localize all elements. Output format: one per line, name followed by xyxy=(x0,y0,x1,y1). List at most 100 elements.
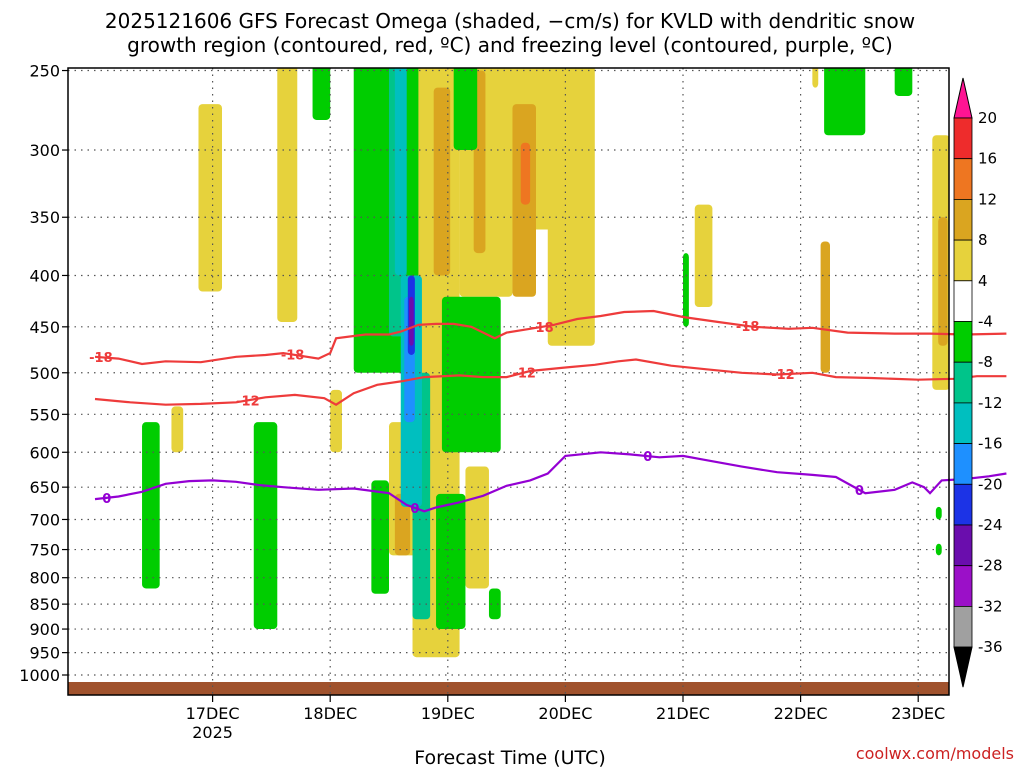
colorbar-label--36: -36 xyxy=(978,638,1003,656)
colorbar-bin xyxy=(953,402,973,444)
y-tick-label-550: 550 xyxy=(29,405,60,424)
omega-region xyxy=(253,422,278,630)
colorbar-label--28: -28 xyxy=(978,557,1003,575)
omega-shading xyxy=(142,68,949,658)
colorbar-bottom-arrow xyxy=(953,646,973,688)
colorbar-legend: 20 16 12 8 4 -4 -8 -12 -16 -20 -24 -28 -32 -36 xyxy=(953,77,1003,688)
omega-region xyxy=(520,142,531,205)
omega-region xyxy=(488,588,501,620)
omega-region xyxy=(277,68,298,322)
plot-frame xyxy=(67,67,950,696)
ground-strip xyxy=(68,682,949,695)
contour-label-0: 0 xyxy=(855,484,864,499)
colorbar-label-4: 4 xyxy=(978,272,988,290)
contour-label--18: -18 xyxy=(89,351,113,366)
x-tick-label-18DEC: 18DEC xyxy=(303,704,357,723)
omega-region xyxy=(694,204,713,308)
omega-region xyxy=(812,68,819,88)
y-tick-label-250: 250 xyxy=(29,62,60,81)
chart-title-line2: growth region (contoured, red, ºC) and f… xyxy=(127,33,893,57)
colorbar-bin xyxy=(953,239,973,282)
y-tick-label-650: 650 xyxy=(29,478,60,497)
omega-region xyxy=(547,68,595,346)
contour-line--12 xyxy=(94,358,1007,406)
y-tick-label-450: 450 xyxy=(29,318,60,337)
omega-region xyxy=(171,406,184,453)
colorbar-label-16: 16 xyxy=(978,150,997,168)
colorbar-label--20: -20 xyxy=(978,475,1003,493)
y-axis-pressure: 250 300 350 400 450 500 550 600 650 700 750 800 850 9… xyxy=(19,62,68,685)
y-tick-label-750: 750 xyxy=(29,541,60,560)
omega-region xyxy=(453,68,478,151)
omega-region xyxy=(824,68,866,136)
colorbar-label--24: -24 xyxy=(978,516,1003,534)
omega-region xyxy=(894,68,913,96)
contour-line-0 xyxy=(94,451,1007,513)
y-tick-label-850: 850 xyxy=(29,595,60,614)
omega-region xyxy=(408,296,414,346)
y-tick-label-800: 800 xyxy=(29,569,60,588)
colorbar-bin xyxy=(953,158,973,200)
x-axis-label: Forecast Time (UTC) xyxy=(414,747,605,768)
x-tick-sublabel-17DEC: 2025 xyxy=(192,723,233,742)
omega-region xyxy=(394,493,411,556)
colorbar-label-8: 8 xyxy=(978,231,988,249)
y-tick-label-400: 400 xyxy=(29,266,60,285)
colorbar-top-arrow xyxy=(953,77,973,119)
omega-region xyxy=(436,493,466,630)
omega-region xyxy=(935,543,942,556)
colorbar-bin xyxy=(953,565,973,607)
ground-layer xyxy=(68,682,949,695)
omega-region xyxy=(441,296,501,453)
colorbar-bin xyxy=(953,524,973,567)
colorbar-label--8: -8 xyxy=(978,353,993,371)
omega-region xyxy=(371,480,389,594)
colorbar-bin xyxy=(953,361,973,404)
credit-text: coolwx.com/models xyxy=(856,744,1014,763)
contour-label-0: 0 xyxy=(643,450,652,465)
grid-lines xyxy=(68,68,949,695)
colorbar-label-12: 12 xyxy=(978,190,997,208)
contour-label--18: -18 xyxy=(281,349,305,364)
contour-label--12: -12 xyxy=(771,368,795,383)
contour-label--12: -12 xyxy=(236,394,260,409)
contour-label-0: 0 xyxy=(410,502,419,517)
contour-label--18: -18 xyxy=(736,320,760,335)
colorbar-label--16: -16 xyxy=(978,435,1003,453)
x-tick-label-22DEC: 22DEC xyxy=(774,704,828,723)
contour-line--18 xyxy=(94,309,1007,366)
colorbar-label--12: -12 xyxy=(978,394,1003,412)
x-tick-label-17DEC: 17DEC xyxy=(186,704,240,723)
omega-region xyxy=(938,217,948,346)
chart-title-line1: 2025121606 GFS Forecast Omega (shaded, −… xyxy=(105,9,915,33)
colorbar-bin xyxy=(953,321,973,363)
y-tick-label-300: 300 xyxy=(29,141,60,160)
colorbar-bin xyxy=(953,198,973,241)
y-tick-label-950: 950 xyxy=(29,644,60,663)
x-tick-label-20DEC: 20DEC xyxy=(538,704,592,723)
x-tick-label-23DEC: 23DEC xyxy=(891,704,945,723)
colorbar-label-20: 20 xyxy=(978,109,997,127)
x-tick-label-21DEC: 21DEC xyxy=(656,704,710,723)
colorbar-label--32: -32 xyxy=(978,597,1003,615)
omega-region xyxy=(465,466,489,589)
y-tick-label-500: 500 xyxy=(29,364,60,383)
y-tick-label-900: 900 xyxy=(29,620,60,639)
contour-lines: -18 -18 -18 -18 -12 -12 -12 0 0 0 0 xyxy=(89,309,1007,517)
omega-region xyxy=(433,87,451,276)
y-tick-label-600: 600 xyxy=(29,443,60,462)
colorbar-bin xyxy=(953,280,973,322)
omega-region xyxy=(394,68,407,276)
y-tick-label-350: 350 xyxy=(29,208,60,227)
colorbar-bin xyxy=(953,117,973,160)
y-tick-label-700: 700 xyxy=(29,510,60,529)
colorbar-label--4: -4 xyxy=(978,313,993,331)
omega-region xyxy=(683,253,689,327)
contour-label--18: -18 xyxy=(530,321,554,336)
omega-region xyxy=(820,241,830,373)
omega-region xyxy=(935,506,942,520)
colorbar-bin xyxy=(953,483,973,526)
colorbar-bin xyxy=(953,443,973,485)
